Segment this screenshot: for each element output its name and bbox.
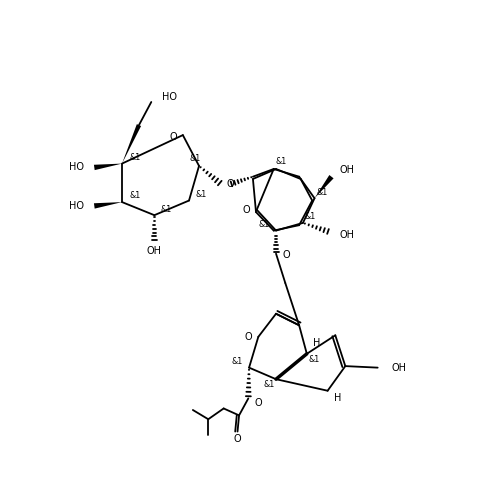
Text: HO: HO (162, 92, 177, 102)
Polygon shape (314, 175, 333, 198)
Text: O: O (169, 132, 177, 142)
Text: OH: OH (147, 246, 162, 255)
Text: &1: &1 (232, 357, 243, 366)
Text: &1: &1 (275, 157, 287, 166)
Text: &1: &1 (305, 212, 316, 221)
Text: &1: &1 (316, 187, 327, 197)
Text: HO: HO (69, 163, 84, 172)
Text: &1: &1 (190, 154, 201, 163)
Polygon shape (94, 202, 122, 209)
Text: O: O (227, 179, 234, 189)
Text: O: O (234, 434, 242, 444)
Text: OH: OH (340, 230, 355, 240)
Polygon shape (122, 124, 141, 164)
Text: &1: &1 (259, 220, 270, 229)
Text: O: O (282, 250, 290, 260)
Text: OH: OH (392, 363, 406, 373)
Text: &1: &1 (263, 380, 275, 389)
Text: &1: &1 (195, 190, 207, 199)
Text: H: H (313, 338, 320, 348)
Polygon shape (94, 164, 122, 170)
Text: O: O (244, 332, 252, 342)
Text: O: O (255, 398, 262, 408)
Text: &1: &1 (130, 191, 141, 200)
Text: &1: &1 (130, 153, 141, 162)
Text: OH: OH (339, 165, 354, 175)
Text: H: H (334, 394, 341, 404)
Text: &1: &1 (308, 355, 320, 364)
Text: &1: &1 (160, 205, 172, 214)
Text: O: O (243, 205, 251, 215)
Text: HO: HO (69, 201, 84, 211)
